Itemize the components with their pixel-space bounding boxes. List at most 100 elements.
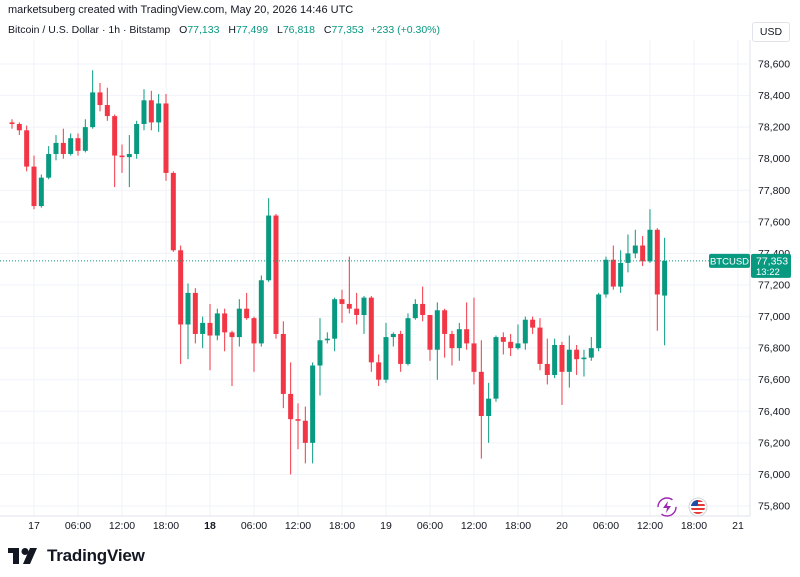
candle-body	[163, 103, 169, 173]
currency-button[interactable]: USD	[752, 22, 790, 42]
x-tick-label: 06:00	[417, 520, 443, 532]
candle-body	[244, 308, 250, 319]
price-tag-symbol-box	[709, 253, 750, 268]
candle-body	[170, 172, 176, 251]
y-tick-label: 78,400	[758, 90, 790, 102]
candle-body	[383, 337, 389, 380]
candle-body	[603, 259, 609, 295]
candle-body	[537, 327, 543, 364]
x-tick-label: 17	[28, 520, 40, 532]
x-tick-label: 06:00	[65, 520, 91, 532]
y-tick-label: 77,200	[758, 280, 790, 292]
candle-body	[368, 297, 374, 363]
price-tag-symbol: BTCUSD	[710, 256, 749, 267]
grid-lines	[0, 40, 750, 516]
candle-body	[82, 127, 88, 151]
high-label: H	[228, 24, 236, 36]
candle-body	[38, 177, 44, 207]
overlay: BTCUSD 77,353 13:22	[0, 253, 791, 278]
x-tick-label: 12:00	[285, 520, 311, 532]
y-tick-label: 78,000	[758, 153, 790, 165]
tradingview-wordmark: TradingView	[47, 546, 145, 565]
candle-body	[229, 332, 235, 338]
y-tick-label: 76,200	[758, 437, 790, 449]
x-tick-label: 12:00	[637, 520, 663, 532]
high-value: 77,499	[235, 24, 269, 36]
candle-body	[148, 100, 154, 123]
candle-body	[544, 363, 550, 375]
y-tick-label: 76,400	[758, 406, 790, 418]
candle-body	[361, 297, 367, 315]
candle-body	[640, 245, 646, 262]
x-tick-label: 18:00	[505, 520, 531, 532]
candle-body	[632, 245, 638, 254]
x-tick-label: 20	[556, 520, 568, 532]
candle-body	[266, 215, 272, 281]
candle-body	[405, 318, 411, 364]
candle-body	[24, 130, 30, 167]
candle-body	[427, 314, 433, 350]
candle-body	[236, 308, 242, 338]
y-tick-label: 76,800	[758, 343, 790, 355]
candle-body	[662, 260, 668, 296]
us-flag-icon[interactable]	[688, 497, 708, 517]
price-tag-countdown: 13:22	[756, 267, 780, 278]
candle-body	[295, 419, 301, 421]
candle-body	[449, 333, 455, 349]
candle-body	[522, 319, 528, 344]
x-tick-label: 21	[732, 520, 744, 532]
low-value: 76,818	[282, 24, 315, 36]
candle-body	[376, 362, 382, 380]
y-tick-label: 76,000	[758, 469, 790, 481]
candle-body	[434, 310, 440, 350]
candle-body	[398, 333, 404, 364]
lightning-icon[interactable]	[657, 497, 677, 517]
y-tick-label: 78,600	[758, 59, 790, 71]
candle-body	[412, 303, 418, 319]
tradingview-brand[interactable]: TradingView	[8, 545, 145, 567]
time-axis: 17 06:00 12:00 18:00 18 06:00 12:00 18:00 19 06:0…	[0, 515, 750, 532]
candle-body	[258, 280, 264, 344]
candle-body	[53, 142, 59, 154]
candle-body	[493, 337, 499, 399]
candle-body	[222, 313, 228, 333]
candle-body	[332, 299, 338, 339]
close-value: 77,353	[331, 24, 364, 36]
candle-body	[500, 337, 506, 342]
candle-body	[9, 122, 15, 124]
candle-body	[90, 92, 96, 128]
price-axis: 75,800 76,000 76,200 76,400 76,600 76,800 77,0…	[749, 40, 790, 516]
candle-body	[310, 365, 316, 443]
candle-body	[442, 310, 448, 334]
candle-body	[596, 294, 602, 349]
candle-body	[126, 153, 132, 158]
x-tick-label: 06:00	[241, 520, 267, 532]
candle-body	[588, 348, 594, 358]
symbol-name[interactable]: Bitcoin / U.S. Dollar · 1h · Bitstamp	[8, 24, 171, 36]
candle-body	[207, 322, 213, 336]
candles	[9, 70, 668, 475]
candle-body	[251, 318, 257, 344]
candle-body	[156, 103, 162, 123]
x-tick-label: 18	[204, 520, 216, 532]
candle-body	[654, 229, 660, 295]
candle-body	[214, 313, 220, 336]
candle-body	[31, 166, 37, 207]
x-tick-label: 18:00	[681, 520, 707, 532]
candle-body	[515, 343, 521, 349]
symbol-legend: Bitcoin / U.S. Dollar · 1h · Bitstamp O7…	[8, 24, 440, 36]
y-tick-label: 75,800	[758, 501, 790, 513]
candle-body	[288, 393, 294, 420]
candle-body	[68, 138, 74, 154]
y-tick-label: 76,600	[758, 374, 790, 386]
low-label: L	[277, 24, 283, 36]
candle-body	[339, 299, 345, 304]
candle-body	[530, 319, 536, 328]
candle-body	[464, 329, 470, 344]
candle-body	[618, 262, 624, 287]
candle-body	[75, 138, 81, 151]
candle-body	[581, 357, 587, 360]
candle-body	[508, 341, 514, 349]
candle-body	[60, 142, 66, 154]
